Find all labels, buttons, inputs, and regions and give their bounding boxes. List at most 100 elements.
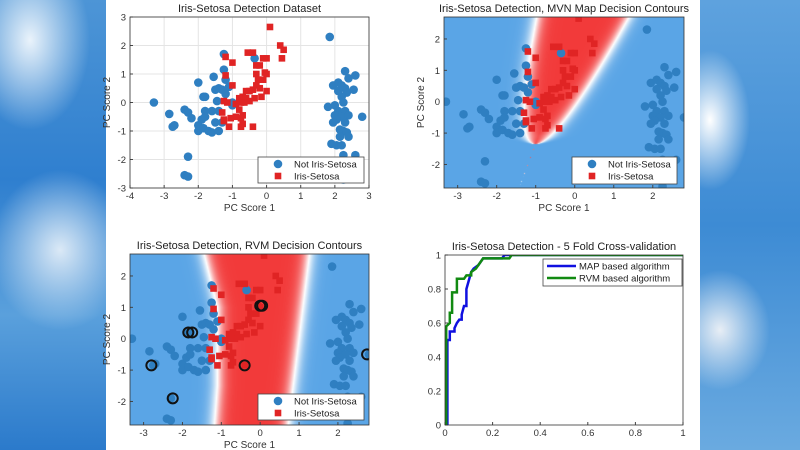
y-tick-label: -2 xyxy=(432,160,440,171)
x-tick-label: 0 xyxy=(442,428,447,439)
y-tick-label: -1 xyxy=(118,127,126,138)
y-tick-label: 2 xyxy=(121,41,126,52)
not-setosa-point xyxy=(480,178,490,188)
y-tick-label: 0 xyxy=(436,421,441,432)
setosa-point xyxy=(266,23,274,31)
setosa-point xyxy=(259,55,267,62)
y-tick-label: 0.4 xyxy=(428,353,441,364)
axes-box xyxy=(443,16,685,189)
setosa-point xyxy=(254,76,262,83)
not-setosa-point xyxy=(325,32,335,42)
setosa-point xyxy=(222,53,229,61)
setosa-point xyxy=(253,310,260,317)
not-setosa-point xyxy=(207,106,217,116)
x-tick-label: -1 xyxy=(531,191,539,202)
setosa-point xyxy=(237,123,245,131)
x-tick-label: 0 xyxy=(258,428,263,439)
not-setosa-point xyxy=(349,307,358,317)
setosa-point xyxy=(259,76,267,83)
relevance-vector-marker xyxy=(145,359,158,372)
x-tick-label: 0 xyxy=(264,191,269,202)
not-setosa-point xyxy=(648,100,658,110)
x-tick-label: -3 xyxy=(453,191,461,202)
not-setosa-point xyxy=(660,119,669,128)
setosa-point xyxy=(249,294,256,302)
x-tick-label: 1 xyxy=(680,428,685,439)
y-tick-label: 3 xyxy=(121,13,126,24)
setosa-point xyxy=(563,57,571,65)
y-tick-label: 0.6 xyxy=(428,319,441,330)
subplot-4: 0 0.2 0.4 0.6 0.8 1 0 0.2 0.4 0.6 0.8 1 Iris-Setosa … xyxy=(428,241,686,439)
x-tick-label: 1 xyxy=(296,428,301,439)
setosa-point xyxy=(563,82,571,90)
y-tick-label: -3 xyxy=(118,184,126,195)
chart-title: Iris-Setosa Detection, MVN Map Decision … xyxy=(439,3,690,15)
not-setosa-point xyxy=(664,135,673,144)
x-tick-label: 0.6 xyxy=(581,428,594,439)
not-setosa-point xyxy=(345,356,354,365)
setosa-point xyxy=(260,254,268,259)
axes-box xyxy=(129,253,370,426)
setosa-point xyxy=(528,125,536,132)
setosa-point xyxy=(575,17,582,22)
setosa-point xyxy=(241,321,248,328)
not-setosa-point xyxy=(340,66,350,76)
not-setosa-point xyxy=(444,97,451,107)
setosa-point xyxy=(218,316,225,324)
not-setosa-point xyxy=(164,109,174,119)
not-setosa-point xyxy=(200,112,210,122)
setosa-point xyxy=(555,43,563,51)
not-setosa-point xyxy=(343,419,352,425)
setosa-point xyxy=(235,94,243,102)
not-setosa-point xyxy=(509,69,519,78)
setosa-point xyxy=(276,42,284,49)
not-setosa-point xyxy=(166,415,176,425)
not-setosa-point xyxy=(654,135,663,144)
setosa-point xyxy=(276,277,283,284)
setosa-point xyxy=(567,49,575,57)
not-setosa-point xyxy=(187,113,196,123)
setosa-point xyxy=(208,354,215,361)
subplot-2: -3 -2 -1 0 1 2 -2 -1 0 1 2 Iris-Setosa Detection, M… xyxy=(416,3,690,214)
legend-label: Iris-Setosa xyxy=(294,409,340,420)
not-setosa-point xyxy=(492,75,501,85)
setosa-point xyxy=(231,335,239,343)
y-tick-label: 1 xyxy=(436,251,441,262)
not-setosa-point xyxy=(170,121,179,130)
not-setosa-point xyxy=(349,348,358,358)
setosa-point xyxy=(251,94,258,102)
not-setosa-point xyxy=(209,325,218,334)
blurred-background-right xyxy=(700,0,800,450)
not-setosa-point xyxy=(145,346,154,356)
not-setosa-point xyxy=(185,343,195,353)
not-setosa-point xyxy=(183,152,193,161)
setosa-point xyxy=(542,125,549,132)
setosa-point xyxy=(225,343,233,350)
legend-marker-not-setosa xyxy=(587,159,597,169)
not-setosa-point xyxy=(193,78,203,87)
setosa-point xyxy=(249,86,257,93)
not-setosa-point xyxy=(511,119,521,128)
not-setosa-point xyxy=(459,109,468,119)
y-tick-label: 1 xyxy=(121,70,126,81)
x-tick-label: 1 xyxy=(611,191,616,202)
x-tick-label: 2 xyxy=(335,428,340,439)
not-setosa-point xyxy=(344,73,353,83)
setosa-point xyxy=(214,362,221,369)
setosa-point xyxy=(557,93,565,101)
setosa-point xyxy=(544,112,551,120)
not-setosa-point xyxy=(207,298,216,307)
not-setosa-point xyxy=(327,262,337,271)
data-layer xyxy=(445,255,683,425)
x-tick-label: -2 xyxy=(194,191,202,202)
setosa-point xyxy=(555,125,563,132)
not-setosa-point xyxy=(357,112,367,122)
setosa-point xyxy=(256,62,264,69)
setosa-point xyxy=(253,62,260,69)
data-layer xyxy=(444,17,684,188)
not-setosa-point xyxy=(335,132,345,141)
not-setosa-point xyxy=(242,285,251,295)
